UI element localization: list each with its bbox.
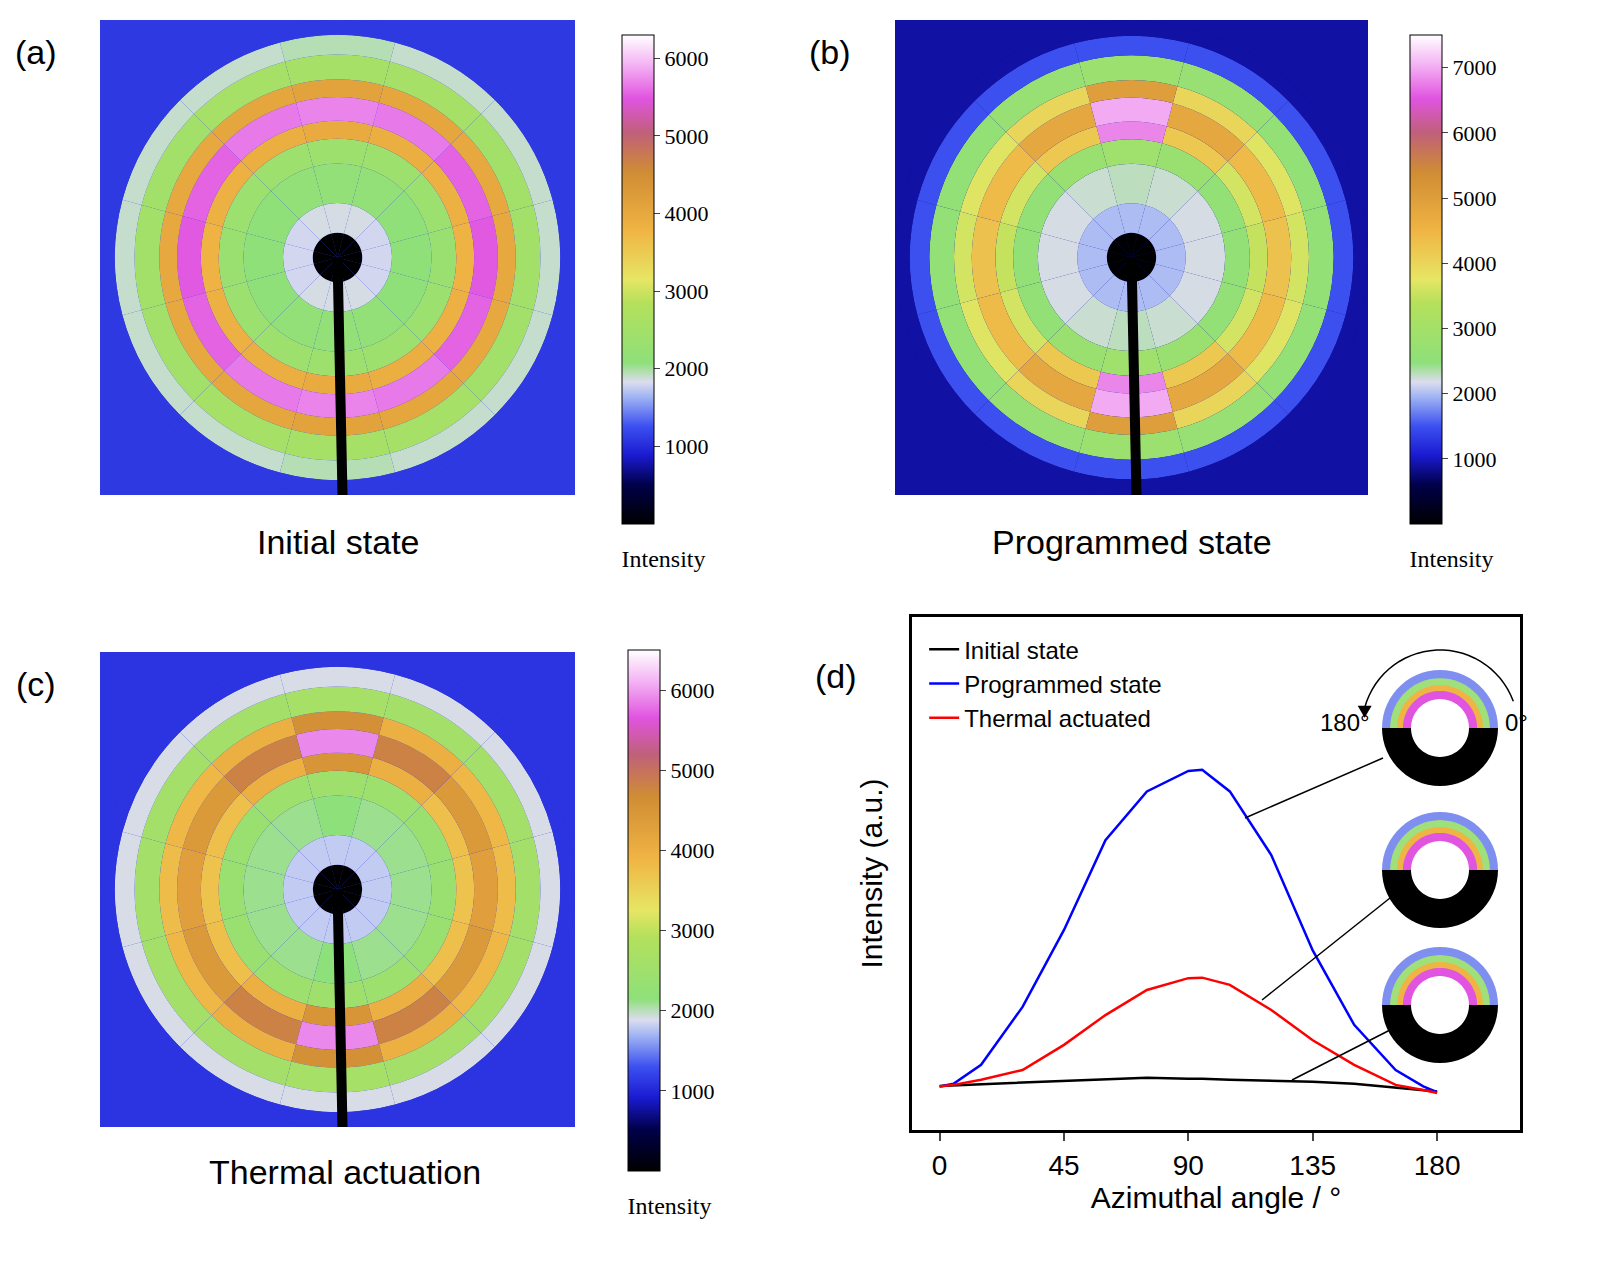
svg-text:1000: 1000 <box>664 434 708 459</box>
svg-text:6000: 6000 <box>664 46 708 71</box>
svg-text:5000: 5000 <box>670 758 714 783</box>
svg-text:4000: 4000 <box>664 201 708 226</box>
svg-text:Initial state: Initial state <box>964 637 1079 664</box>
svg-text:3000: 3000 <box>664 279 708 304</box>
svg-text:Intensity: Intensity <box>628 1193 712 1219</box>
svg-text:(d): (d) <box>815 657 857 695</box>
svg-text:Programmed state: Programmed state <box>964 671 1161 698</box>
svg-text:1000: 1000 <box>1452 447 1496 472</box>
svg-text:Programmed state: Programmed state <box>992 523 1272 561</box>
svg-text:3000: 3000 <box>1452 316 1496 341</box>
svg-text:180°: 180° <box>1320 709 1370 736</box>
svg-text:6000: 6000 <box>1452 121 1496 146</box>
svg-text:Thermal actuated: Thermal actuated <box>964 705 1151 732</box>
svg-text:6000: 6000 <box>670 678 714 703</box>
svg-text:Azimuthal angle / °: Azimuthal angle / ° <box>1091 1181 1341 1214</box>
svg-text:Intensity: Intensity <box>1410 546 1494 572</box>
svg-text:Intensity: Intensity <box>622 546 706 572</box>
svg-text:135: 135 <box>1289 1150 1336 1181</box>
svg-text:(c): (c) <box>16 665 56 703</box>
svg-text:45: 45 <box>1048 1150 1079 1181</box>
svg-text:4000: 4000 <box>1452 251 1496 276</box>
svg-text:4000: 4000 <box>670 838 714 863</box>
svg-text:(a): (a) <box>15 33 57 71</box>
svg-text:90: 90 <box>1173 1150 1204 1181</box>
svg-text:Intensity (a.u.): Intensity (a.u.) <box>855 778 888 968</box>
svg-text:(b): (b) <box>809 33 851 71</box>
svg-text:2000: 2000 <box>670 998 714 1023</box>
svg-text:3000: 3000 <box>670 918 714 943</box>
svg-text:1000: 1000 <box>670 1079 714 1104</box>
svg-text:7000: 7000 <box>1452 55 1496 80</box>
svg-text:2000: 2000 <box>1452 381 1496 406</box>
svg-text:5000: 5000 <box>1452 186 1496 211</box>
svg-text:180: 180 <box>1414 1150 1461 1181</box>
svg-text:2000: 2000 <box>664 356 708 381</box>
svg-text:5000: 5000 <box>664 124 708 149</box>
svg-text:0°: 0° <box>1505 709 1528 736</box>
svg-text:Initial state: Initial state <box>257 523 420 561</box>
svg-text:0: 0 <box>932 1150 948 1181</box>
svg-text:Thermal actuation: Thermal actuation <box>209 1153 481 1191</box>
